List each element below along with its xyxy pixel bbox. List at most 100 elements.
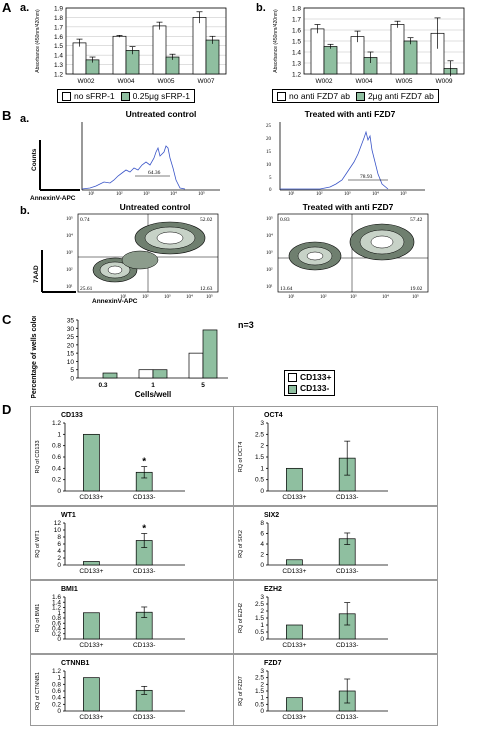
chart-annotation: n=3 xyxy=(238,320,254,330)
gene-panel-ezh2: EZH2 RQ of EZH2 3 2.5 2 1.5 1 0.5 0 CD133+ CD133- xyxy=(233,580,438,654)
swatch-white xyxy=(277,92,286,102)
panel-label-d: D xyxy=(2,402,12,417)
axis-tick-label: 6 xyxy=(57,541,61,548)
bar xyxy=(83,561,100,566)
panel-sublabel-a-b: b. xyxy=(256,2,266,14)
axis-tick-label: 2.5 xyxy=(255,601,264,608)
gene-chart-oct4: OCT4 RQ of OCT4 3 2.5 2 1.5 1 0.5 0 CD133+ CD133- xyxy=(238,412,388,501)
bar xyxy=(192,17,207,75)
gene-title: BMI1 xyxy=(61,586,78,593)
bar xyxy=(102,372,118,379)
dot-left-xtick: 10³ xyxy=(164,294,171,300)
axis-tick-label: 1.8 xyxy=(292,6,301,13)
axis-tick-label: 1.5 xyxy=(255,454,264,461)
category-label: CD133+ xyxy=(79,494,103,501)
axis-tick-label: 30 xyxy=(67,326,75,333)
axis-tick-label: 0 xyxy=(260,708,264,715)
legend-item-cd133-pos: CD133+ xyxy=(288,372,331,383)
bar xyxy=(188,352,204,379)
hist-right-ytick: 15 xyxy=(266,150,272,155)
gene-chart-cd133: CD133 RQ of CD133 1.2 1 0.8 0.6 0.4 0.2 0 CD133+ *… xyxy=(35,412,185,501)
category-label: CD133+ xyxy=(79,568,103,575)
axis-tick-label: 0.6 xyxy=(52,688,61,695)
axis-tick-label: 1 xyxy=(57,675,61,682)
axis-tick-label: 0.2 xyxy=(52,701,61,708)
axis-tick-label: 0 xyxy=(260,488,264,495)
axis-ylabel: RQ of CD133 xyxy=(35,440,41,473)
legend-sfrp1: no sFRP-1 0.25μg sFRP-1 xyxy=(57,89,195,103)
panel-label-a: A xyxy=(2,0,12,15)
gene-title: OCT4 xyxy=(264,412,283,419)
category-label: CD133+ xyxy=(282,494,306,501)
axis-ylabel: Absorbance (450nm/420nm) xyxy=(273,9,279,73)
legend-text-anti-fzd7: 2μg anti FZD7 ab xyxy=(367,90,434,101)
dot-right-q-ll: 13.64 xyxy=(280,286,293,292)
category-label: CD133+ xyxy=(79,642,103,649)
axis-tick-label: 1.7 xyxy=(292,17,301,24)
axis-tick-label: 0.5 xyxy=(255,477,264,484)
hist-left-xtick: 10³ xyxy=(143,191,150,197)
category-label: W007 xyxy=(198,78,215,85)
axis-tick-label: 0 xyxy=(57,708,61,715)
gene-chart-bmi1: BMI1 RQ of BMI1 1.61.41.210.80.60.40.20 CD1… xyxy=(35,586,185,649)
legend-colonization: CD133+ CD133- xyxy=(284,370,336,396)
gene-panel-ctnnb1: CTNNB1 RQ of CTNNB1 1.2 1 0.8 0.6 0.4 0.2 0 CD133… xyxy=(30,654,235,726)
plot-frame xyxy=(65,7,227,75)
dot-right-ytick: 10³ xyxy=(266,250,273,256)
axis-ylabel: RQ of FZD7 xyxy=(238,676,244,706)
bar xyxy=(403,40,418,75)
legend-item-sfrp1: 0.25μg sFRP-1 xyxy=(120,91,190,102)
gene-chart-ctnnb1: CTNNB1 RQ of CTNNB1 1.210.80.60.40.20 CD133… xyxy=(35,660,185,721)
axis-tick-label: 0.5 xyxy=(255,629,264,636)
bar xyxy=(323,46,338,75)
axis-tick-label: 1.6 xyxy=(52,594,61,601)
axis-tick-label: 0 xyxy=(57,562,61,569)
swatch-green xyxy=(288,384,297,394)
axis-tick-label: 35 xyxy=(67,318,75,325)
axis-tick-label: 1 xyxy=(260,695,264,702)
axis-tick-label: 2.5 xyxy=(255,675,264,682)
panel-sublabel-b-b: b. xyxy=(20,205,30,217)
bar xyxy=(286,697,303,712)
category-label: W005 xyxy=(158,78,175,85)
dot-left-xtick: 10⁴ xyxy=(186,294,193,300)
axis-ylabel: Percentage of wells colonized xyxy=(31,316,38,398)
gene-title: WT1 xyxy=(61,512,76,519)
panel-sublabel-a-a: a. xyxy=(20,2,30,14)
axis-tick-label: 2.5 xyxy=(255,431,264,438)
axis-tick-label: 4 xyxy=(57,548,61,555)
legend-text-no-anti-fzd7: no anti FZD7 ab xyxy=(289,90,350,101)
hist-left-xtick: 10¹ xyxy=(88,191,95,197)
bar xyxy=(350,36,365,75)
category-label: W002 xyxy=(78,78,95,85)
gene-title: EZH2 xyxy=(264,586,282,593)
axis-ylabel: RQ of EZH2 xyxy=(238,603,244,633)
hist-left-xtick: 10² xyxy=(116,191,123,197)
hist-right-curve xyxy=(280,130,389,190)
dot-left-xtick: 10⁵ xyxy=(206,294,213,300)
legend-text-cd133-neg: CD133- xyxy=(300,383,330,394)
axis-tick-label: 1.4 xyxy=(292,50,301,57)
axis-tick-label: 0.2 xyxy=(52,477,61,484)
hist-right-title: Treated with anti FZD7 xyxy=(305,110,396,119)
axis-tick-label: 2 xyxy=(260,443,264,450)
dot-left-q-lr: 12.63 xyxy=(200,286,213,292)
panel-sublabel-b-a: a. xyxy=(20,113,30,125)
dot-right-frame xyxy=(277,213,429,293)
axis-tick-label: 0 xyxy=(57,636,61,643)
dot-left-q-ul: 0.74 xyxy=(80,217,90,223)
absorbance-chart-fzd7: Absorbance (450nm/420nm) 1.8 1.7 1.6 1.5 1.4 1… xyxy=(273,6,465,85)
dot-right-xtick: 10³ xyxy=(350,294,357,300)
axis-tick-label: 1.4 xyxy=(54,53,63,60)
gene-title: FZD7 xyxy=(264,660,282,667)
axis-tick-label: 0 xyxy=(260,636,264,643)
bar xyxy=(286,467,303,492)
hist-left-xtick: 10⁴ xyxy=(170,191,177,197)
swatch-white xyxy=(62,92,71,102)
gene-panel-six2: SIX2 RQ of SIX2 8 6 4 2 0 CD133+ CD133- xyxy=(233,506,438,580)
bar xyxy=(83,433,100,492)
axis-tick-label: 1.5 xyxy=(255,615,264,622)
dot-left-ytick: 10⁵ xyxy=(66,216,73,222)
gene-title: CD133 xyxy=(61,412,83,419)
axis-tick-label: 1.4 xyxy=(52,599,61,606)
